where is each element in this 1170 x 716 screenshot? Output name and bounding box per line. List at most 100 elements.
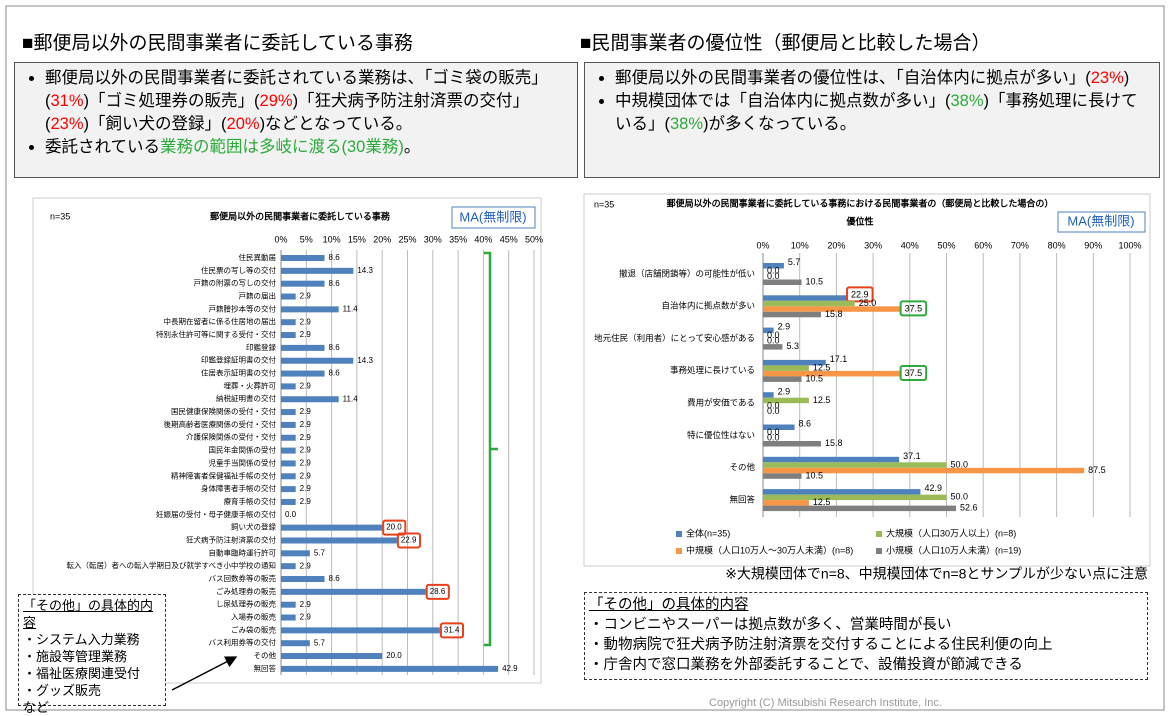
value-label: 2.9 xyxy=(778,386,791,396)
bar xyxy=(281,280,325,287)
bullet: 郵便局以外の民間事業者に委託されている業務は、「ゴミ袋の販売」(31%)「ゴミ処… xyxy=(45,67,569,136)
value-label: 2.9 xyxy=(300,330,312,339)
category-label: 自治体内に拠点数が多い xyxy=(661,301,755,311)
category-label: 入場券の販売 xyxy=(231,612,276,622)
value-label: 8.6 xyxy=(329,253,341,262)
bar xyxy=(281,640,310,647)
bar xyxy=(281,537,397,544)
bar xyxy=(763,397,809,404)
value-label: 2.9 xyxy=(300,600,312,609)
bar xyxy=(763,263,784,269)
bullet: 中規模団体では「自治体内に拠点数が多い」(38%)「事務処理に長けている」(38… xyxy=(615,90,1151,136)
category-label: 転入（転居）者への転入学期日及び就学すべき小中学校の通知 xyxy=(67,560,276,570)
left-summary: 郵便局以外の民間事業者に委託されている業務は、「ゴミ袋の販売」(31%)「ゴミ処… xyxy=(14,62,578,178)
category-label: 事務処理に長けている xyxy=(670,365,755,375)
bullet-text: )「ゴミ処理券の販売」( xyxy=(83,92,260,110)
x-tick-label: 50% xyxy=(937,240,955,250)
bullet: 郵便局以外の民間事業者の優位性は、「自治体内に拠点が多い」(23%) xyxy=(615,67,1151,90)
value-label: 5.7 xyxy=(788,257,801,267)
value-label: 0.0 xyxy=(285,510,297,519)
other-title: 「その他」の具体的内容 xyxy=(589,597,749,613)
x-tick-label: 40% xyxy=(901,240,919,250)
right-title: ■民間事業者の優位性（郵便局と比較した場合） xyxy=(580,33,991,54)
value-label: 25.0 xyxy=(859,298,877,308)
bullet-text: 20% xyxy=(226,115,260,133)
value-label: 20.0 xyxy=(386,651,402,660)
bar xyxy=(763,370,901,377)
x-tick-label: 100% xyxy=(1118,240,1141,250)
category-label: 狂犬病予防注射済票の交付 xyxy=(186,534,276,544)
other-item: ・動物病院で狂犬病予防注射済票を交付することによる住民利便の向上 xyxy=(589,637,1053,653)
other-item: ・システム入力業務 xyxy=(23,632,140,647)
right-other: 「その他」の具体的内容 ・コンビニやスーパーは拠点数が多く、営業時間が長い ・動物病… xyxy=(584,592,1148,680)
x-tick-label: 0% xyxy=(274,234,287,244)
legend-label: 小規模（人口10万人未満）(n=19) xyxy=(886,544,1021,555)
legend-swatch xyxy=(676,531,682,537)
x-tick-label: 45% xyxy=(500,234,518,244)
x-tick-label: 0% xyxy=(756,240,769,250)
x-tick-label: 70% xyxy=(1011,240,1029,250)
value-label: 5.7 xyxy=(314,548,326,557)
other-item: など xyxy=(23,700,50,715)
bar xyxy=(763,376,802,382)
bar xyxy=(281,653,383,660)
value-label: 2.9 xyxy=(300,407,312,416)
bar xyxy=(281,614,296,621)
bullet-text: )が多くなっている。 xyxy=(703,115,857,133)
category-label: ごみ袋の販売 xyxy=(231,624,276,634)
value-label: 2.9 xyxy=(300,471,312,480)
value-label: 15.8 xyxy=(825,438,843,448)
value-label: 22.9 xyxy=(851,289,869,299)
bar xyxy=(281,524,383,531)
value-label: 0.0 xyxy=(767,336,780,346)
other-item: ・福祉医療関連受付 xyxy=(23,666,141,681)
bar xyxy=(763,344,783,350)
label-highlight xyxy=(846,286,874,303)
bar xyxy=(281,601,296,608)
category-label: 費用が安価である xyxy=(687,397,755,407)
bar xyxy=(281,460,296,467)
value-label: 12.5 xyxy=(813,497,831,507)
category-label: 国民健康保険関係の受付・交付 xyxy=(171,406,276,416)
bar xyxy=(763,327,774,334)
bar xyxy=(763,489,921,495)
category-label: 精神障害者保健福祉手帳の交付 xyxy=(171,470,276,480)
value-label: 52.6 xyxy=(960,503,978,513)
label-highlight xyxy=(899,365,928,382)
bullet-text: 23% xyxy=(50,115,84,133)
value-label: 50.0 xyxy=(951,492,969,502)
bar xyxy=(281,434,296,441)
value-label: 42.9 xyxy=(924,483,942,493)
bar xyxy=(281,486,296,493)
value-label: 2.9 xyxy=(300,433,312,442)
x-tick-label: 35% xyxy=(449,234,467,244)
bar xyxy=(763,456,900,463)
x-tick-label: 30% xyxy=(424,234,442,244)
category-label: 飼い犬の登録 xyxy=(231,522,276,532)
badge-box xyxy=(1057,211,1146,233)
value-label: 2.9 xyxy=(300,484,312,493)
value-label: 8.6 xyxy=(329,369,341,378)
value-label: 14.3 xyxy=(357,266,373,275)
bar xyxy=(281,498,296,505)
x-tick-label: 10% xyxy=(791,240,809,250)
label-highlight xyxy=(899,300,928,317)
right-chart-frame xyxy=(583,193,1151,567)
bar xyxy=(763,424,795,430)
category-label: ごみ処理券の販売 xyxy=(216,586,276,596)
bar xyxy=(281,447,296,454)
value-label: 87.5 xyxy=(1088,465,1106,475)
category-label: し尿処理券の販売 xyxy=(216,599,276,609)
bar xyxy=(763,295,848,301)
value-label: 2.9 xyxy=(300,446,312,455)
bar xyxy=(763,392,774,398)
category-label: 戸籍の附票の写しの交付 xyxy=(194,278,277,288)
value-label: 12.5 xyxy=(813,363,831,373)
category-label: 住民異動届 xyxy=(239,252,277,262)
bullet-text: 29% xyxy=(259,92,293,110)
bullet-text: 38% xyxy=(950,92,984,110)
bullet-text: 郵便局以外の民間事業者に委託されている業務は、「ゴミ袋の販売」( xyxy=(45,69,548,110)
value-label: 37.5 xyxy=(905,368,923,378)
value-label: 12.5 xyxy=(813,395,831,405)
